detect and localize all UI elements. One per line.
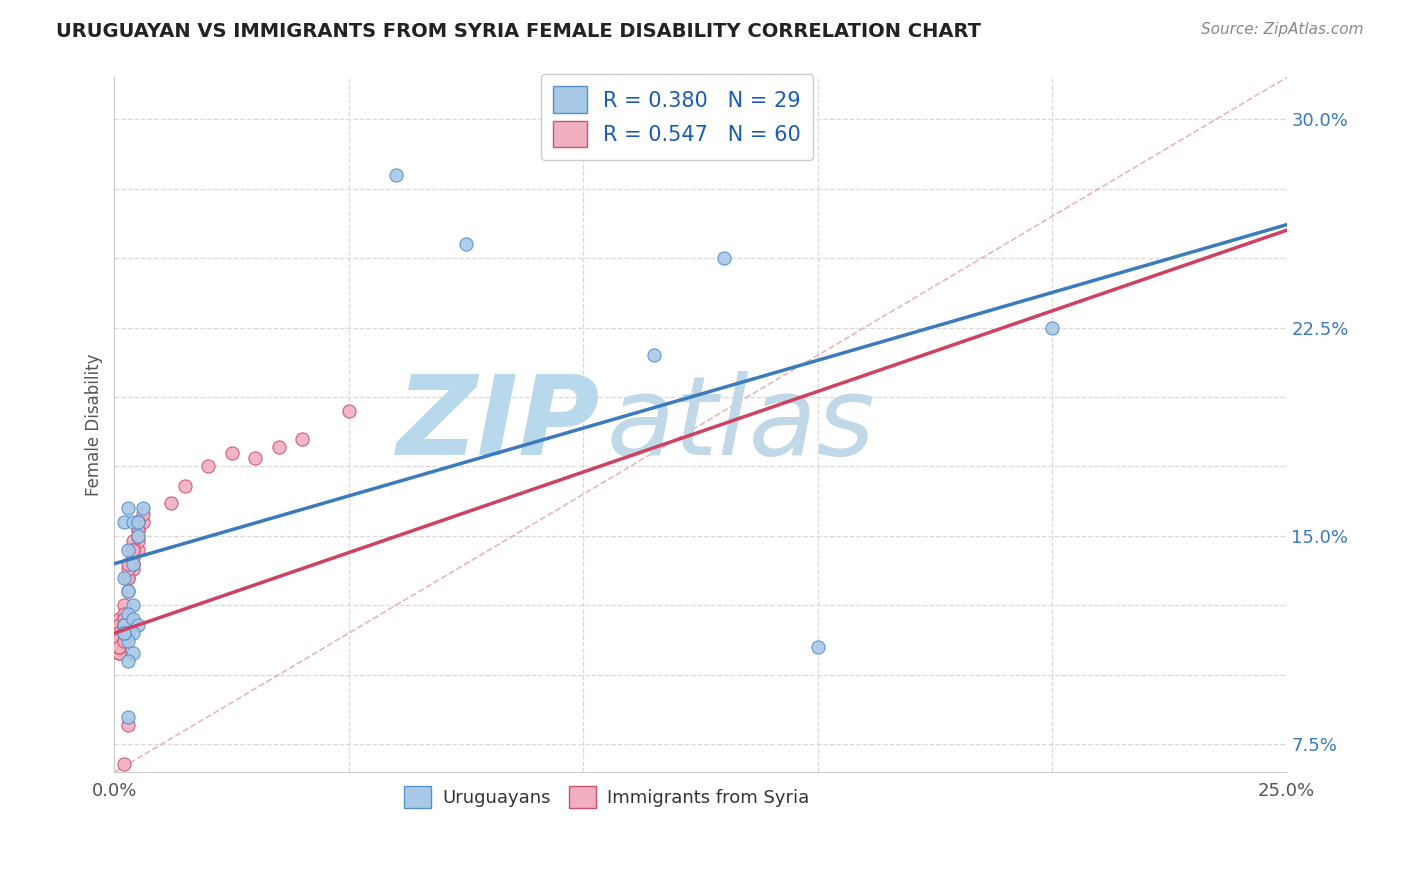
Point	[108, 626, 131, 640]
Point	[713, 251, 735, 265]
Point	[108, 646, 131, 660]
Point	[108, 634, 131, 648]
Point	[337, 404, 360, 418]
Point	[117, 718, 139, 732]
Point	[131, 501, 153, 516]
Point	[117, 607, 139, 621]
Text: Source: ZipAtlas.com: Source: ZipAtlas.com	[1201, 22, 1364, 37]
Point	[112, 634, 135, 648]
Point	[122, 557, 145, 571]
Point	[117, 542, 139, 557]
Point	[112, 634, 135, 648]
Point	[127, 524, 149, 538]
Point	[291, 432, 314, 446]
Point	[127, 542, 149, 557]
Point	[108, 640, 131, 654]
Point	[159, 495, 181, 509]
Point	[112, 599, 135, 613]
Point	[122, 599, 145, 613]
Point	[108, 640, 131, 654]
Point	[117, 501, 139, 516]
Point	[197, 459, 219, 474]
Point	[122, 626, 145, 640]
Point	[1040, 320, 1063, 334]
Point	[108, 626, 131, 640]
Point	[108, 617, 131, 632]
Point	[108, 612, 131, 626]
Point	[112, 634, 135, 648]
Point	[127, 617, 149, 632]
Point	[112, 617, 135, 632]
Point	[117, 634, 139, 648]
Text: URUGUAYAN VS IMMIGRANTS FROM SYRIA FEMALE DISABILITY CORRELATION CHART: URUGUAYAN VS IMMIGRANTS FROM SYRIA FEMAL…	[56, 22, 981, 41]
Point	[807, 640, 830, 654]
Point	[112, 632, 135, 646]
Text: ZIP: ZIP	[398, 371, 600, 478]
Point	[112, 617, 135, 632]
Point	[173, 479, 195, 493]
Point	[643, 348, 665, 362]
Point	[122, 542, 145, 557]
Point	[117, 571, 139, 585]
Point	[112, 612, 135, 626]
Point	[127, 524, 149, 538]
Point	[112, 607, 135, 621]
Point	[131, 507, 153, 521]
Point	[117, 557, 139, 571]
Point	[117, 626, 139, 640]
Point	[454, 237, 477, 252]
Point	[112, 571, 135, 585]
Point	[117, 709, 139, 723]
Point	[122, 612, 145, 626]
Point	[112, 626, 135, 640]
Point	[384, 168, 406, 182]
Point	[112, 634, 135, 648]
Point	[243, 451, 266, 466]
Point	[131, 515, 153, 529]
Text: atlas: atlas	[607, 371, 876, 478]
Point	[117, 584, 139, 599]
Point	[112, 626, 135, 640]
Point	[122, 557, 145, 571]
Point	[127, 534, 149, 549]
Point	[127, 529, 149, 543]
Point	[117, 654, 139, 668]
Point	[108, 640, 131, 654]
Point	[122, 646, 145, 660]
Point	[112, 515, 135, 529]
Point	[122, 515, 145, 529]
Point	[117, 571, 139, 585]
Point	[117, 562, 139, 576]
Point	[127, 515, 149, 529]
Point	[122, 562, 145, 576]
Point	[267, 440, 290, 454]
Point	[112, 626, 135, 640]
Point	[108, 634, 131, 648]
Point	[108, 640, 131, 654]
Point	[122, 534, 145, 549]
Point	[122, 557, 145, 571]
Point	[112, 756, 135, 771]
Y-axis label: Female Disability: Female Disability	[86, 353, 103, 496]
Point	[122, 551, 145, 566]
Point	[112, 634, 135, 648]
Point	[112, 617, 135, 632]
Point	[108, 626, 131, 640]
Point	[112, 626, 135, 640]
Point	[112, 626, 135, 640]
Point	[108, 646, 131, 660]
Legend: Uruguayans, Immigrants from Syria: Uruguayans, Immigrants from Syria	[396, 779, 817, 815]
Point	[127, 515, 149, 529]
Point	[108, 640, 131, 654]
Point	[127, 529, 149, 543]
Point	[122, 542, 145, 557]
Point	[108, 632, 131, 646]
Point	[117, 584, 139, 599]
Point	[221, 445, 243, 459]
Point	[108, 632, 131, 646]
